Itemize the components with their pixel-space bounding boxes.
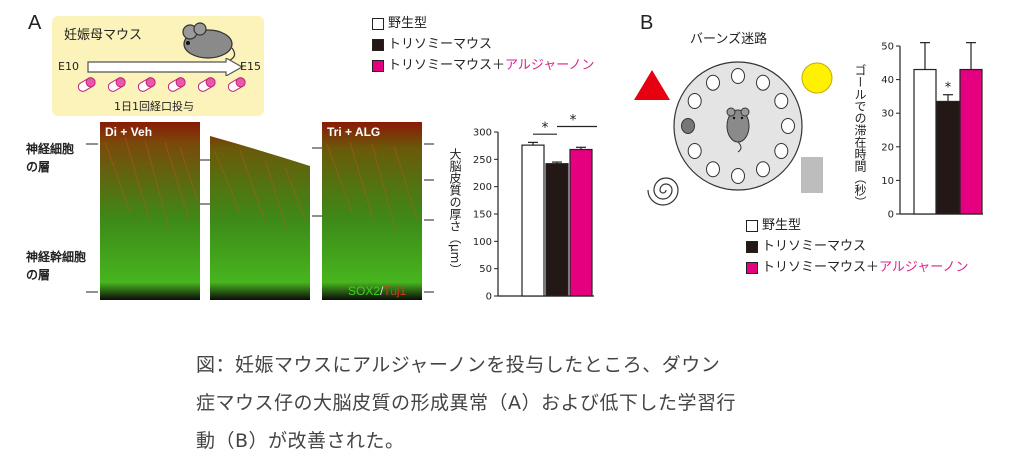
legend-a-swatch-wild — [372, 18, 384, 30]
dosing-start-label: E10 — [58, 60, 79, 73]
legend-a-swatch-tri-alg — [372, 60, 384, 72]
legend-b-text-wild: 野生型 — [762, 218, 802, 233]
y-tick-label: 50 — [479, 264, 492, 275]
legend-b-tri: トリソミーマウス — [746, 239, 968, 255]
y-tick-label: 50 — [881, 42, 894, 53]
maze-mouse-icon — [726, 107, 750, 153]
dosing-title: 妊娠母マウス — [64, 28, 143, 43]
legend-a-text-tri-alg-prefix: トリソミーマウス＋ — [388, 58, 506, 73]
legend-a-wild: 野生型 — [372, 16, 594, 32]
legend-b-text-tri-alg-prefix: トリソミーマウス＋ — [762, 260, 880, 275]
y-tick-label: 10 — [881, 176, 894, 187]
significance-star-1: * — [542, 120, 549, 136]
maze-hole — [731, 168, 745, 184]
legend-a-swatch-tri — [372, 39, 384, 51]
stain-label-tuj1: Tuj1 — [383, 284, 407, 298]
spiral-cue-icon — [647, 177, 679, 206]
legend-a-tri-alg: トリソミーマウス＋ アルジャーノン — [372, 58, 594, 74]
bar-1 — [936, 100, 960, 215]
maze-hole — [756, 161, 770, 178]
triangle-cue-icon — [634, 70, 670, 100]
y-tick-label: 300 — [473, 128, 492, 139]
bar-0 — [521, 144, 545, 297]
y-tick-label: 40 — [881, 75, 894, 86]
layer-label-neurons-line1: 神経細胞 — [26, 142, 75, 156]
timeline-arrow — [87, 58, 244, 76]
chart-b-ylabel: ゴールでの滞在時間（秒） — [853, 64, 867, 208]
legend-a-text-tri-alg-suffix: アルジャーノン — [505, 58, 595, 73]
y-tick-label: 100 — [473, 237, 492, 248]
legend-b-swatch-wild — [746, 220, 758, 232]
legend-b-swatch-tri-alg — [746, 262, 758, 274]
maze-title: バーンズ迷路 — [690, 32, 768, 47]
caption-line-1: 図：妊娠マウスにアルジャーノンを投与したところ、ダウン — [196, 354, 721, 376]
maze-hole — [774, 93, 789, 109]
layer-guide-ticks — [86, 143, 434, 293]
dosing-schedule-box: 妊娠母マウス E10 E15 1日1回経口投与 — [52, 16, 264, 116]
maze-hole — [687, 93, 702, 109]
layer-label-stem-line2: の層 — [26, 268, 51, 282]
stain-label-sep: / — [380, 284, 384, 298]
maze-goal-hole — [681, 118, 695, 134]
legend-b-wild: 野生型 — [746, 218, 968, 234]
y-tick-label: 150 — [473, 210, 492, 221]
micrograph-tri-alg: Tri + ALG SOX2/Tuj1 — [322, 122, 422, 300]
maze-hole — [756, 74, 770, 91]
caption-line-3: 動（B）が改善された。 — [196, 430, 405, 452]
panel-b-letter: B — [640, 12, 654, 34]
y-tick-label: 0 — [888, 210, 894, 221]
legend-b-text-tri-alg-suffix: アルジャーノン — [879, 260, 969, 275]
legend-b-tri-alg: トリソミーマウス＋ アルジャーノン — [746, 260, 968, 276]
y-tick-label: 30 — [881, 109, 894, 120]
maze-hole — [781, 118, 795, 134]
barnes-maze-diagram — [634, 61, 833, 206]
maze-hole — [774, 143, 789, 159]
legend-a-text-tri: トリソミーマウス — [388, 37, 493, 52]
significance-star: * — [945, 81, 952, 96]
stain-label: SOX2/Tuj1 — [348, 284, 406, 298]
significance-star-2: * — [570, 113, 577, 129]
y-tick-label: 20 — [881, 142, 894, 153]
y-tick-label: 250 — [473, 155, 492, 166]
legend-b: 野生型 トリソミーマウス トリソミーマウス＋ アルジャーノン — [746, 218, 968, 276]
legend-a-text-wild: 野生型 — [388, 16, 428, 31]
bar-0 — [913, 68, 937, 215]
pill-icons — [77, 77, 246, 92]
micrograph-di-veh: Di + Veh — [100, 122, 200, 300]
micrograph-label-tri-alg: Tri + ALG — [327, 125, 381, 139]
legend-a-tri: トリソミーマウス — [372, 37, 594, 53]
bar-2 — [569, 148, 593, 297]
layer-label-stem-line1: 神経幹細胞 — [26, 250, 87, 264]
chart-goal-time: 0 10 20 30 40 50 * — [881, 42, 983, 221]
maze-holes — [681, 68, 795, 184]
chart-a-ylabel: 大脳皮質の厚さ（μm） — [448, 148, 462, 276]
y-tick-label: 200 — [473, 182, 492, 193]
rectangle-cue-icon — [801, 157, 823, 193]
layer-label-neurons-line2: の層 — [26, 160, 51, 174]
layer-label-neurons: 神経細胞 の層 — [26, 140, 74, 176]
micrograph-label-di-veh: Di + Veh — [105, 125, 153, 139]
maze-hole — [706, 74, 720, 91]
legend-b-text-tri: トリソミーマウス — [762, 239, 867, 254]
micrograph-label-tri-veh: Tri + Veh — [215, 125, 265, 139]
micrograph-tri-veh: Tri + Veh — [210, 122, 310, 300]
caption-line-2: 症マウス仔の大脳皮質の形成異常（A）および低下した学習行 — [196, 392, 736, 414]
chart-cortex-thickness: 0 50 100 150 200 250 300 * * — [473, 113, 597, 303]
dosing-end-label: E15 — [240, 60, 261, 73]
maze-hole — [706, 161, 720, 178]
legend-a: 野生型 トリソミーマウス トリソミーマウス＋ アルジャーノン — [372, 16, 594, 74]
circle-cue-icon — [801, 62, 833, 94]
figure-caption: 図：妊娠マウスにアルジャーノンを投与したところ、ダウン 症マウス仔の大脳皮質の形… — [196, 346, 836, 460]
legend-b-swatch-tri — [746, 241, 758, 253]
maze-hole — [731, 68, 745, 84]
mouse-icon — [182, 22, 236, 61]
bar-1 — [545, 163, 569, 297]
y-tick-label: 0 — [486, 292, 492, 303]
layer-label-stem-cells: 神経幹細胞 の層 — [26, 248, 86, 284]
stain-label-sox2: SOX2 — [348, 284, 381, 298]
maze-hole — [687, 143, 702, 159]
dosing-note: 1日1回経口投与 — [114, 100, 194, 113]
panel-a-letter: A — [28, 12, 42, 34]
bar-2 — [959, 68, 983, 215]
